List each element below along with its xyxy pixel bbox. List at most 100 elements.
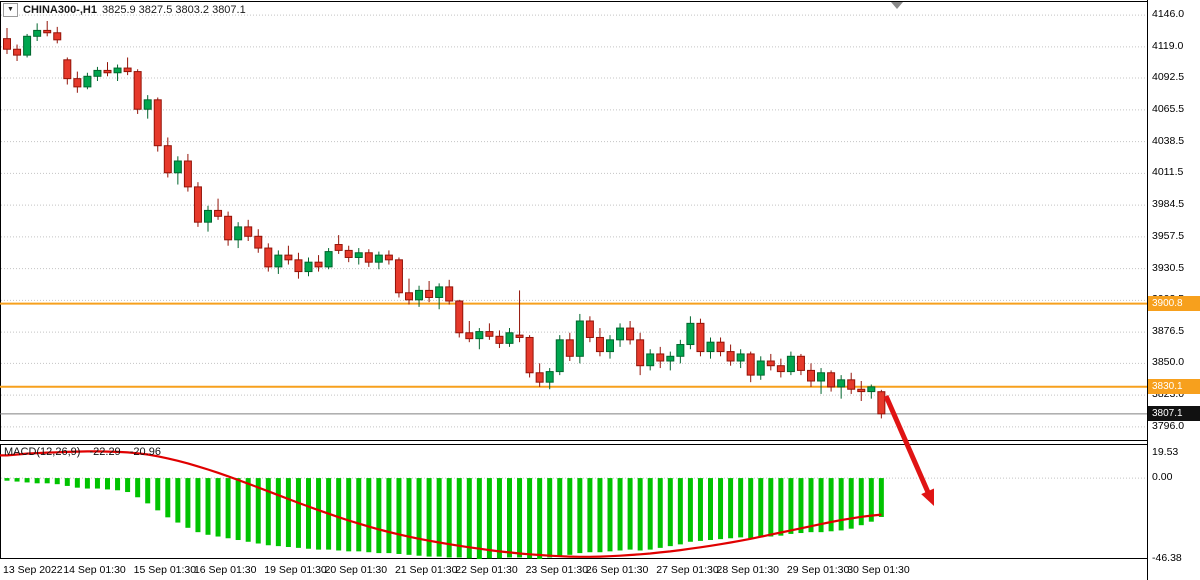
- candle-body: [435, 286, 444, 298]
- macd-histogram-bar: [44, 478, 50, 484]
- candle-body: [33, 29, 42, 37]
- candle: [193, 182, 202, 227]
- candle-body: [545, 371, 554, 383]
- date-label: 14 Sep 01:30: [63, 564, 126, 576]
- candle-body: [384, 254, 393, 261]
- candle: [234, 222, 243, 249]
- ohlc-values-label: 3825.9 3827.5 3803.2 3807.1: [101, 4, 246, 16]
- candle: [415, 285, 424, 307]
- macd-histogram-bar: [346, 478, 352, 552]
- candle-body: [314, 261, 323, 268]
- candle: [214, 198, 223, 220]
- candle: [616, 323, 625, 347]
- candle-body: [364, 252, 373, 263]
- candle-body: [555, 339, 564, 373]
- candle-body: [696, 322, 705, 353]
- candle: [374, 251, 383, 270]
- candle: [585, 316, 594, 343]
- candle: [706, 337, 715, 359]
- candle-body: [415, 289, 424, 301]
- macd-histogram-bar: [386, 478, 392, 554]
- macd-histogram-bar: [235, 478, 241, 541]
- macd-panel-border: [0, 444, 1148, 559]
- date-label: 19 Sep 01:30: [264, 564, 327, 576]
- candle: [756, 356, 765, 380]
- candle-body: [636, 339, 645, 367]
- one-click-trading-expander-button[interactable]: ▼: [3, 3, 18, 17]
- macd-histogram-bar: [808, 478, 814, 533]
- candle-body: [565, 339, 574, 357]
- candle-body: [93, 69, 102, 77]
- candle: [364, 249, 373, 267]
- macd-histogram-bar: [74, 478, 80, 488]
- chart-shift-marker[interactable]: [891, 2, 903, 9]
- candle: [394, 257, 403, 298]
- candle-body: [143, 99, 152, 110]
- macd-histogram-bar: [687, 478, 693, 542]
- macd-histogram-bar: [677, 478, 683, 545]
- candle: [505, 328, 514, 347]
- candle: [103, 62, 112, 77]
- candle: [646, 349, 655, 371]
- macd-histogram-bar: [657, 478, 663, 548]
- candle: [525, 335, 534, 378]
- candle: [113, 64, 122, 81]
- macd-histogram-bar: [567, 478, 573, 555]
- candle-body: [726, 351, 735, 362]
- candle-body: [13, 48, 22, 56]
- candle-body: [324, 251, 333, 268]
- candle: [405, 278, 413, 305]
- candle-body: [204, 209, 212, 223]
- candle-body: [626, 327, 635, 341]
- time-axis[interactable]: 13 Sep 2022 14 Sep 01:30 15 Sep 01:30 16 Se…: [0, 563, 1148, 579]
- candle-body: [344, 249, 353, 258]
- candle: [224, 211, 233, 246]
- candle-body: [264, 247, 273, 268]
- candle: [796, 353, 805, 376]
- macd-histogram-bar: [798, 478, 804, 534]
- candle: [626, 321, 635, 345]
- trend-arrow-shaft[interactable]: [883, 395, 932, 497]
- candle: [63, 57, 72, 85]
- macd-histogram-bar: [416, 478, 422, 556]
- macd-histogram-bar: [547, 478, 553, 558]
- candle-body: [776, 365, 785, 373]
- candle: [304, 257, 313, 277]
- candle: [746, 351, 755, 383]
- candle-body: [53, 32, 62, 41]
- candle: [425, 281, 434, 303]
- candle: [676, 339, 685, 364]
- candle: [686, 316, 695, 350]
- macd-histogram-bar: [496, 478, 502, 559]
- candle-body: [616, 327, 625, 341]
- macd-histogram-bar: [64, 478, 70, 486]
- macd-histogram-bar: [426, 478, 432, 557]
- candle-body: [606, 339, 614, 353]
- candle-body: [746, 353, 755, 376]
- macd-histogram-bar: [838, 478, 844, 531]
- date-label: 13 Sep 2022: [3, 564, 63, 576]
- candle: [344, 245, 353, 263]
- macd-histogram-bar: [94, 478, 100, 489]
- candle: [445, 279, 454, 305]
- macd-histogram-bar: [868, 478, 874, 522]
- macd-histogram-bar: [245, 478, 251, 542]
- candle-body: [796, 355, 805, 371]
- macd-histogram-bar: [34, 478, 40, 484]
- trend-arrow-head[interactable]: [921, 488, 935, 506]
- candle: [766, 353, 775, 371]
- candle: [455, 299, 464, 338]
- candle: [284, 245, 293, 265]
- candle-body: [867, 386, 876, 393]
- candle-body: [294, 259, 303, 273]
- candle: [555, 335, 564, 376]
- candle-body: [133, 71, 142, 110]
- candle-body: [445, 286, 454, 302]
- date-label: 15 Sep 01:30: [133, 564, 197, 576]
- candle-body: [183, 160, 192, 188]
- candle: [495, 330, 504, 349]
- macd-histogram-bar: [848, 478, 854, 529]
- candle: [666, 351, 675, 371]
